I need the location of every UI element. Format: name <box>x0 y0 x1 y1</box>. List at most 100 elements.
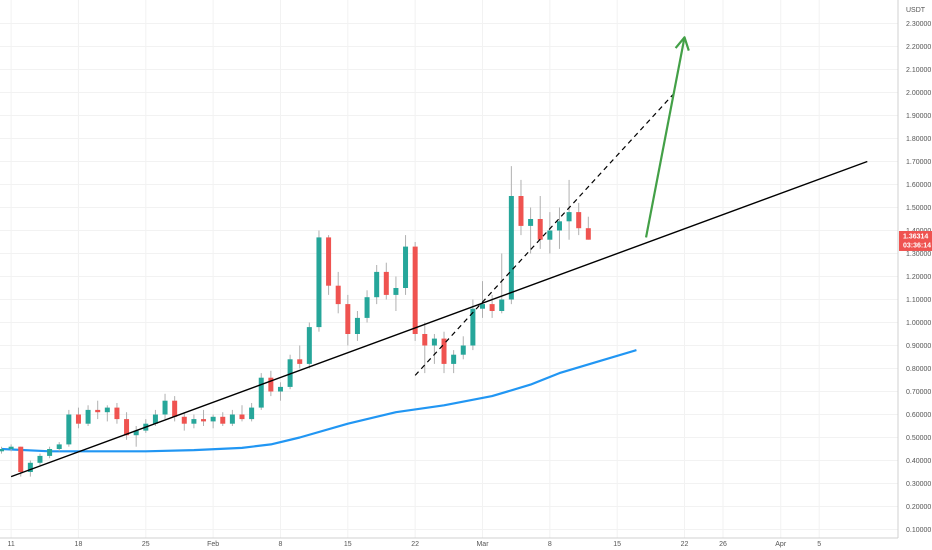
candle-body-60 <box>576 212 582 229</box>
candle-body-54 <box>518 196 524 226</box>
y-tick-label-10: 1.10000 <box>906 297 931 304</box>
x-tick-label-0: 11 <box>7 541 14 548</box>
candle-48 <box>460 336 466 360</box>
candle-54 <box>518 179 524 236</box>
x-axis-ticks: 11 18 25 Feb 8 15 22 Mar 8 15 22 26 Apr 5 <box>7 541 821 548</box>
candle-59 <box>566 179 572 240</box>
candle-19 <box>181 412 187 431</box>
candle-body-41 <box>393 288 399 295</box>
y-tick-label-7: 0.80000 <box>906 366 931 373</box>
x-tick-label-2: 25 <box>142 541 150 548</box>
candle-body-11 <box>104 407 110 413</box>
current-price-timer: 03:36:14 <box>903 242 931 249</box>
candle-21 <box>201 409 207 426</box>
candle-body-26 <box>249 407 255 420</box>
candle-27 <box>258 373 264 410</box>
candle-7 <box>66 409 72 447</box>
candle-body-34 <box>326 237 332 286</box>
candle-34 <box>326 235 332 295</box>
x-tick-label-9: 15 <box>613 541 621 548</box>
y-tick-label-0: 0.10000 <box>906 527 931 534</box>
candle-body-29 <box>277 386 283 392</box>
projection-arrow[interactable] <box>644 36 690 238</box>
candle-body-57 <box>547 230 553 240</box>
x-tick-label-6: 22 <box>411 541 419 548</box>
dashed-channel-line[interactable] <box>414 92 676 376</box>
candle-60 <box>576 202 582 236</box>
candle-33 <box>316 230 322 332</box>
candle-body-22 <box>210 416 216 422</box>
candle-22 <box>210 414 216 429</box>
drawings <box>10 36 868 478</box>
candle-body-33 <box>316 237 322 328</box>
candle-26 <box>249 403 255 422</box>
candle-body-18 <box>172 400 178 417</box>
candle-body-25 <box>239 414 245 420</box>
candle-body-2 <box>18 446 24 472</box>
candle-31 <box>297 345 303 369</box>
candle-49 <box>470 299 476 351</box>
candle-body-51 <box>489 304 495 311</box>
x-tick-label-11: 26 <box>719 541 727 548</box>
y-tick-label-6: 0.70000 <box>906 389 931 396</box>
y-tick-label-15: 1.60000 <box>906 182 931 189</box>
y-tick-label-2: 0.30000 <box>906 481 931 488</box>
candle-55 <box>528 207 534 254</box>
candle-body-39 <box>374 271 380 298</box>
x-tick-label-1: 18 <box>75 541 83 548</box>
trend-line[interactable] <box>10 160 868 478</box>
candle-body-3 <box>27 462 33 472</box>
projection-arrow-head <box>674 36 690 51</box>
candle-17 <box>162 393 168 420</box>
candle-6 <box>56 442 62 452</box>
candle-body-24 <box>229 414 235 424</box>
candle-body-37 <box>354 317 360 334</box>
candle-body-48 <box>460 345 466 355</box>
candle-body-61 <box>585 228 591 240</box>
candle-body-38 <box>364 297 370 318</box>
x-tick-label-7: Mar <box>476 541 489 548</box>
candle-body-43 <box>412 246 418 334</box>
candle-39 <box>374 265 380 305</box>
candle-53 <box>508 166 514 305</box>
current-price-label: 1.36314 03:36:14 <box>899 230 932 251</box>
candle-body-19 <box>181 416 187 424</box>
candle-body-6 <box>56 444 62 449</box>
x-tick-label-3: Feb <box>207 541 219 548</box>
candle-body-1 <box>8 446 14 449</box>
candle-body-28 <box>268 377 274 392</box>
candles <box>0 166 591 477</box>
candle-51 <box>489 294 495 318</box>
candle-44 <box>422 322 428 374</box>
candle-9 <box>85 405 91 426</box>
candle-2 <box>18 446 24 477</box>
candle-11 <box>104 405 110 422</box>
candle-body-49 <box>470 308 476 346</box>
candle-body-44 <box>422 334 428 346</box>
candle-body-0 <box>0 449 4 452</box>
y-tick-label-18: 1.90000 <box>906 113 931 120</box>
y-tick-label-17: 1.80000 <box>906 136 931 143</box>
candle-body-7 <box>66 414 72 445</box>
candle-40 <box>383 262 389 300</box>
candle-4 <box>37 453 43 466</box>
x-tick-label-12: Apr <box>775 541 787 548</box>
candle-57 <box>547 212 553 254</box>
candle-5 <box>47 446 53 459</box>
y-tick-label-14: 1.50000 <box>906 205 931 212</box>
current-price-value: 1.36314 <box>903 233 928 240</box>
candle-52 <box>499 253 505 314</box>
y-tick-label-5: 0.60000 <box>906 412 931 419</box>
candle-body-14 <box>133 430 139 436</box>
candle-body-23 <box>220 416 226 424</box>
candle-45 <box>431 334 437 364</box>
candle-0 <box>0 446 4 454</box>
candle-body-8 <box>75 414 81 424</box>
y-tick-label-16: 1.70000 <box>906 159 931 166</box>
y-tick-label-4: 0.50000 <box>906 435 931 442</box>
candle-body-32 <box>306 327 312 364</box>
moving-average-line <box>1 349 637 453</box>
